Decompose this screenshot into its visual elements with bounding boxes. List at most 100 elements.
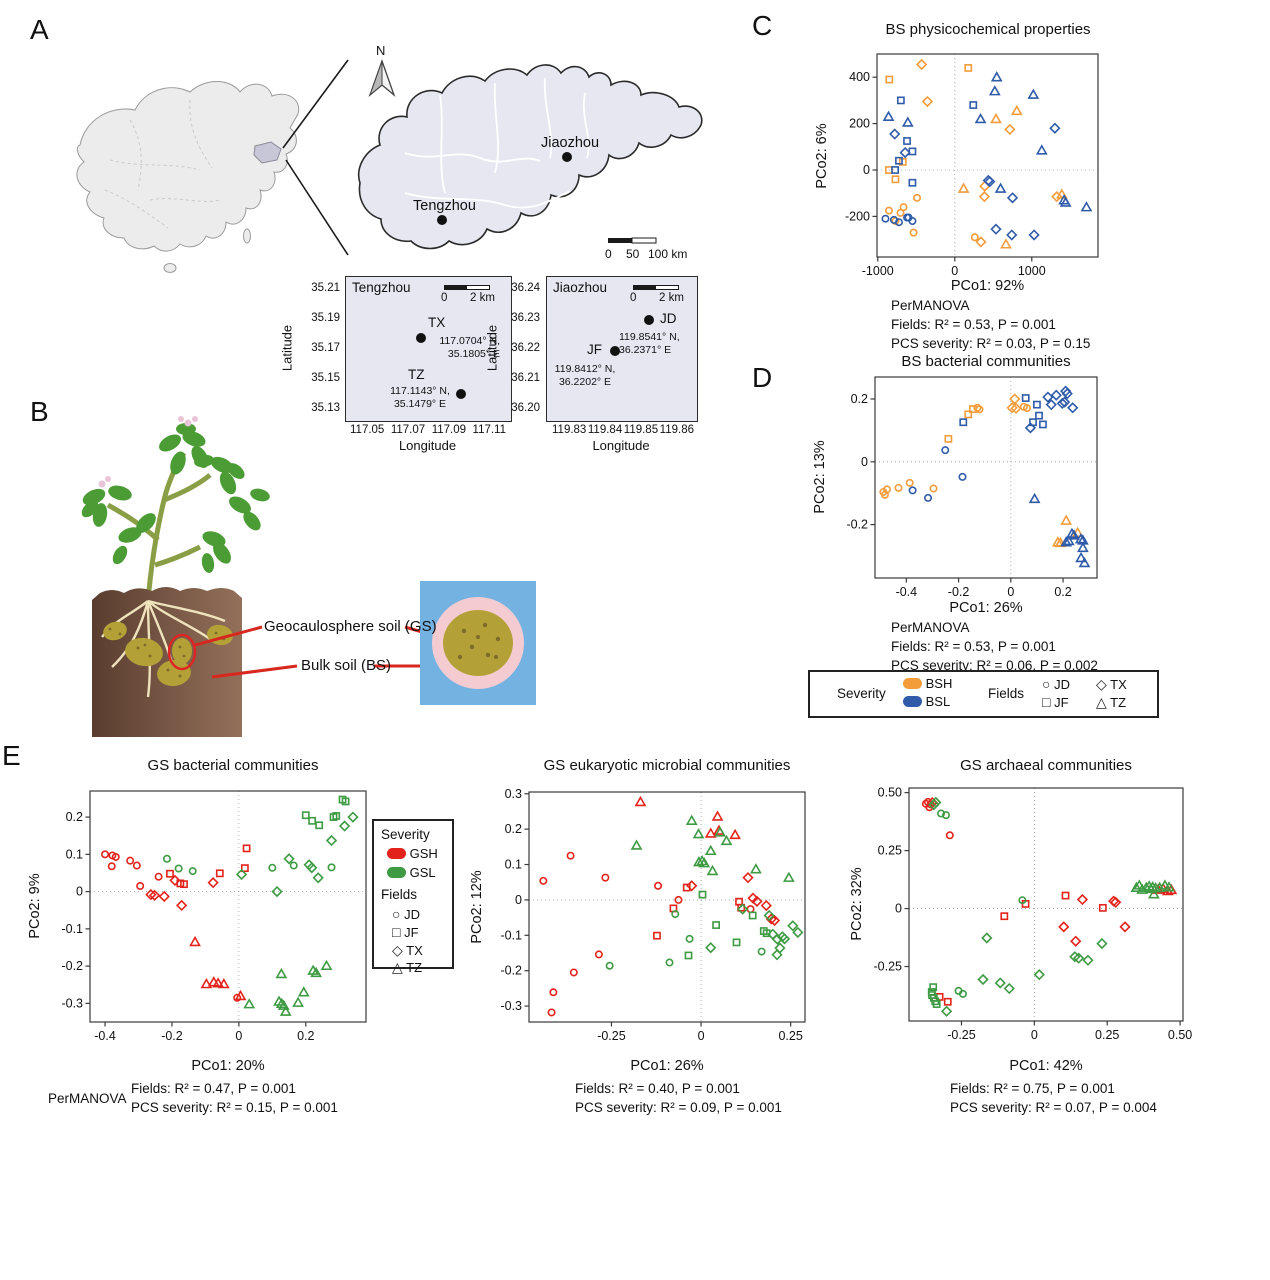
series-GSH-JD — [539, 851, 755, 1017]
series-BSL-JF — [891, 96, 978, 187]
tz-triangle-icon: △ — [1096, 694, 1107, 710]
shandong-map: N Jiaozhou Tengzhou 0 50 100 km — [358, 43, 703, 261]
tz-site-coords: 117.1143° N, 35.1479° E — [386, 385, 454, 410]
jd-coord-line2: 36.2371° E — [619, 343, 672, 356]
svg-text:0.1: 0.1 — [505, 858, 522, 872]
gsl-swatch-icon — [387, 867, 406, 878]
plant-flowers — [98, 416, 198, 488]
main-map-scalebar: 0 50 100 km — [605, 237, 687, 261]
svg-text:-200: -200 — [845, 209, 870, 223]
series-BSH-JF — [944, 405, 977, 443]
svg-text:0: 0 — [861, 455, 868, 469]
jiaozhou-scale-2km: 2 km — [659, 292, 684, 304]
series-GSH-TZ — [189, 935, 247, 1001]
svg-text:0.2: 0.2 — [851, 392, 868, 406]
panel-b-label: B — [30, 396, 49, 427]
tx-site-dot — [416, 333, 426, 343]
tx-diamond-icon: ◇ — [392, 942, 403, 958]
svg-text:0: 0 — [951, 264, 958, 278]
jiaozhou-xlabel: Longitude — [592, 438, 650, 453]
zoom-connector-lines — [282, 59, 349, 256]
svg-text:0: 0 — [698, 1029, 705, 1043]
gs-euk-ylabel: PCo2: 12% — [469, 870, 485, 944]
plant-illustration — [81, 416, 536, 737]
tz-coord-line1: 117.1143° N, — [390, 385, 450, 397]
svg-text:-0.2: -0.2 — [500, 964, 522, 978]
gs-euk-title: GS eukaryotic microbial communities — [543, 757, 791, 774]
gsl-legend-item: GSL — [387, 865, 436, 880]
svg-text:0: 0 — [515, 893, 522, 907]
gs-arch-title: GS archaeal communities — [960, 757, 1132, 774]
series-BSH-JD — [879, 402, 1032, 499]
series-GSH-TX — [926, 796, 1131, 947]
series-BSL-JF — [959, 394, 1047, 429]
tz-site-dot — [456, 389, 466, 399]
fields-stat: Fields: R² = 0.53, P = 0.001 — [891, 639, 1056, 654]
tz-coord-line2: 35.1479° E — [393, 397, 447, 410]
svg-text:0.2: 0.2 — [505, 822, 522, 836]
tengzhou-scale-2km: 2 km — [470, 292, 495, 304]
bsl-swatch-icon — [903, 696, 922, 707]
panel-e-label: E — [2, 740, 21, 771]
svg-text:-0.1: -0.1 — [61, 922, 83, 936]
jf-legend-item: □ JF — [1042, 694, 1069, 710]
panel-d-label: D — [752, 362, 773, 393]
gs-arch-xlabel: PCo1: 42% — [1009, 1058, 1083, 1074]
pcs-severity-stat: PCS severity: R² = 0.06, P = 0.002 — [891, 658, 1098, 673]
plant-stems — [106, 451, 212, 602]
bs-legend-fields-title: Fields — [988, 686, 1025, 701]
svg-text:0: 0 — [895, 902, 902, 916]
svg-text:-0.4: -0.4 — [94, 1029, 116, 1043]
gs-legend: Severity GSH GSL Fields ○ JD □ JF ◇ TX △… — [372, 819, 454, 975]
svg-text:0: 0 — [863, 163, 870, 177]
svg-text:-0.25: -0.25 — [874, 960, 903, 974]
svg-text:0.25: 0.25 — [778, 1029, 802, 1043]
svg-text:0.25: 0.25 — [1095, 1028, 1119, 1042]
tengzhou-yticks: 35.21 35.19 35.17 35.15 35.13 — [311, 282, 340, 414]
gs-legend-severity-title: Severity — [381, 827, 430, 842]
svg-text:-1000: -1000 — [862, 264, 894, 278]
svg-text:-0.1: -0.1 — [500, 928, 522, 942]
series-GSL-TX — [705, 903, 804, 961]
gs-bact-plot: -0.4 -0.2 0 0.2 -0.3 -0.2 -0.1 0 0.1 0.2 — [44, 783, 378, 1061]
svg-text:0: 0 — [1007, 585, 1014, 599]
series-GSL-JD — [605, 910, 766, 970]
gs-arch-stats: Fields: R² = 0.75, P = 0.001 PCS severit… — [950, 1079, 1157, 1117]
panel-c-label: C — [752, 10, 773, 41]
svg-text:-0.2: -0.2 — [846, 518, 868, 532]
svg-text:0.50: 0.50 — [1168, 1028, 1192, 1042]
gs-potato-circle — [167, 633, 197, 671]
bs-phys-ylabel: PCo2: 6% — [814, 123, 830, 189]
jd-circle-icon: ○ — [392, 906, 401, 922]
svg-text:0.2: 0.2 — [297, 1029, 314, 1043]
jf-site-label: JF — [587, 342, 602, 357]
jd-site-dot — [644, 315, 654, 325]
jiaozhou-ylabel: Latitude — [484, 324, 500, 372]
tx-coord-line2: 35.1805° E — [447, 347, 500, 360]
svg-text:-0.25: -0.25 — [597, 1029, 626, 1043]
jiaozhou-city-label: Jiaozhou — [541, 135, 599, 151]
series-BSL-JD — [881, 213, 917, 227]
tx-diamond-icon: ◇ — [1096, 676, 1107, 692]
gs-permanova-label: PerMANOVA — [48, 1091, 127, 1106]
series-GSH-TX — [145, 874, 219, 912]
jf-site-dot — [610, 346, 620, 356]
bsh-legend-item: BSH — [903, 676, 952, 691]
svg-text:1000: 1000 — [1018, 264, 1046, 278]
series-GSL-TZ — [1130, 879, 1175, 899]
potato-tubers — [103, 621, 233, 687]
series-BSH-TZ — [957, 104, 1068, 249]
gs-arch-plot: -0.25 0 0.25 0.50 -0.25 0 0.25 0.50 — [863, 780, 1195, 1060]
tx-legend-item: ◇ TX — [392, 942, 423, 958]
pcs-severity-stat: PCS severity: R² = 0.07, P = 0.004 — [950, 1100, 1157, 1115]
permanova-label: PerMANOVA — [891, 298, 970, 313]
jf-legend-item: □ JF — [392, 924, 419, 940]
pcs-severity-stat: PCS severity: R² = 0.03, P = 0.15 — [891, 336, 1091, 351]
series-BSL-JD — [908, 446, 967, 502]
gs-euk-plot: -0.25 0 0.25 -0.3 -0.2 -0.1 0 0.1 0.2 0.3 — [483, 784, 817, 1061]
svg-text:0.1: 0.1 — [66, 847, 83, 861]
bs-legend-severity-title: Severity — [837, 686, 886, 701]
svg-text:-0.3: -0.3 — [500, 999, 522, 1013]
svg-text:-0.2: -0.2 — [61, 959, 83, 973]
scale-50: 50 — [626, 247, 640, 261]
